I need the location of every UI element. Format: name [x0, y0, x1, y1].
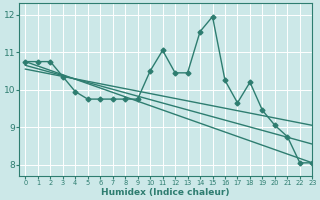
- X-axis label: Humidex (Indice chaleur): Humidex (Indice chaleur): [101, 188, 230, 197]
